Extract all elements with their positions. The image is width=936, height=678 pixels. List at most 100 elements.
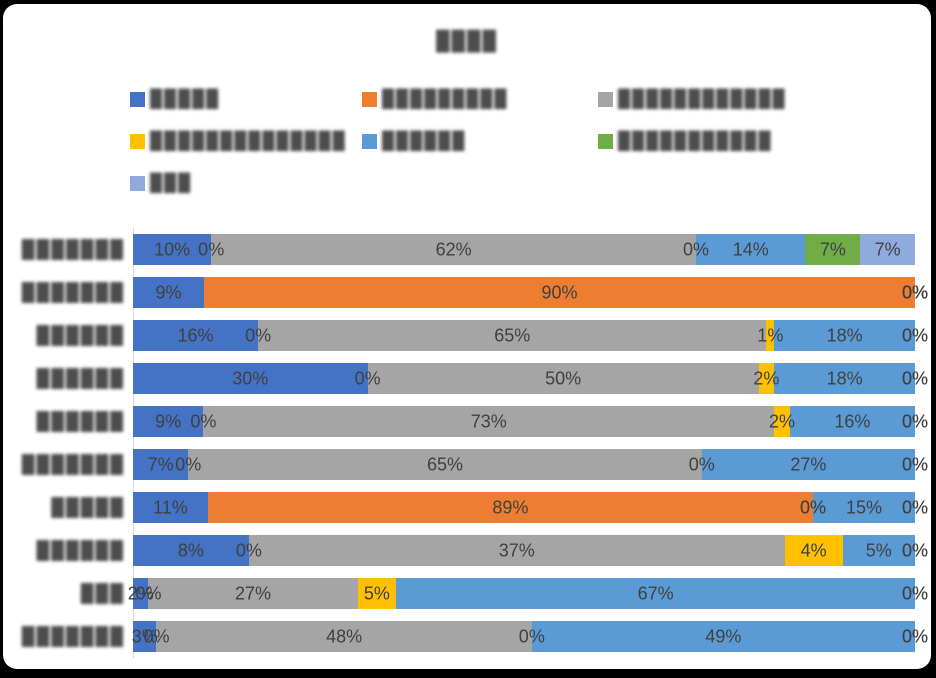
- bar-segment: 48%: [156, 621, 532, 652]
- bar-label: 16%: [177, 325, 214, 345]
- bar-label: 27%: [234, 583, 272, 603]
- stacked-bar: 7% 0% 65% 0% 27% 0% 0%: [133, 449, 928, 480]
- category-label: ███████: [21, 239, 125, 259]
- bar-label: 37%: [498, 540, 535, 560]
- bar-label: 0%: [235, 540, 262, 560]
- legend-swatch-icon: [130, 133, 145, 149]
- bar-label: 73%: [470, 411, 507, 431]
- bar-label: 0%: [901, 583, 928, 603]
- bar-label: 0%: [901, 282, 928, 302]
- bar-label: 0%: [901, 282, 928, 302]
- bar-label: 30%: [232, 368, 269, 388]
- bar-label: 0%: [901, 497, 928, 517]
- bar-segment: 62%: [211, 234, 697, 265]
- bar-label: 0%: [901, 583, 928, 603]
- bar-segment: 18%: [774, 363, 915, 394]
- chart-title: ████: [436, 31, 498, 52]
- bar-label: 0%: [901, 325, 928, 345]
- legend-swatch-icon: [362, 91, 377, 107]
- legend-label: ██████████████: [150, 131, 347, 150]
- bar-segment: 16%: [789, 406, 915, 437]
- bar-segment: 73%: [203, 406, 775, 437]
- bar-label: 0%: [901, 626, 928, 646]
- stacked-bar: 8% 0% 37% 4% 5% 0% 0%: [133, 535, 928, 566]
- bar-segment: 4%: [784, 535, 843, 566]
- bar-label: 0%: [683, 239, 710, 259]
- bar-label: 1%: [757, 325, 784, 345]
- bar-segment: 67%: [396, 578, 915, 609]
- category-label: ██████: [36, 411, 125, 431]
- bar-label: 0%: [901, 282, 928, 302]
- category-label: █████: [51, 497, 125, 517]
- bar-segment: 9%: [133, 406, 204, 437]
- bar-segment: 11%: [133, 492, 208, 523]
- legend-label: ██████: [382, 131, 467, 150]
- legend-item: ███: [130, 170, 362, 196]
- bar-segment: 7%: [805, 234, 861, 265]
- legend-item: ███████████: [598, 128, 931, 154]
- bar-label: 11%: [153, 497, 188, 517]
- legend-label: ███: [150, 173, 193, 192]
- bar-label: 0%: [799, 497, 826, 517]
- bar-label: 62%: [435, 239, 472, 259]
- bar-segment: 49%: [531, 621, 915, 652]
- legend-label: █████████: [382, 89, 509, 108]
- bar-segment: 65%: [188, 449, 702, 480]
- bar-segment: 50%: [367, 363, 759, 394]
- stacked-bar: 9% 0% 73% 2% 16% 0% 0%: [133, 406, 928, 437]
- bar-label: 0%: [143, 626, 170, 646]
- stacked-bar: 10% 0% 62% 0% 14% 7% 7%: [133, 234, 915, 265]
- bar-segment: 27%: [148, 578, 358, 609]
- bar-segment: 9%: [133, 277, 205, 308]
- bar-label: 0%: [901, 368, 928, 388]
- legend: █████ █████████ ████████████ ██████████████…: [130, 86, 931, 196]
- stacked-bar: 11% 89% 0% 0% 15% 0% 0%: [133, 492, 928, 523]
- bar-segment: 27%: [701, 449, 915, 480]
- legend-swatch-icon: [598, 133, 613, 149]
- bar-label: 0%: [901, 454, 928, 474]
- stacked-bar: 9% 90% 0% 0% 0% 0% 0%: [133, 277, 928, 308]
- bar-segment: 89%: [207, 492, 813, 523]
- category-label: ██████: [36, 325, 125, 345]
- bar-label: 0%: [901, 411, 928, 431]
- bar-segment: 5%: [842, 535, 915, 566]
- bar-segment: 37%: [248, 535, 785, 566]
- stacked-bar: 16% 0% 65% 1% 18% 0% 0%: [133, 320, 928, 351]
- bar-label: 0%: [135, 583, 162, 603]
- bar-label: 0%: [901, 454, 928, 474]
- category-label: ███████: [21, 282, 125, 302]
- bar-segment: 16%: [133, 320, 259, 351]
- bar-segment: 10%: [133, 234, 212, 265]
- bar-label: 5%: [363, 583, 390, 603]
- category-label: ███: [80, 583, 125, 603]
- legend-label: ███████████: [618, 131, 773, 150]
- legend-label: ████████████: [618, 89, 787, 108]
- bar-label: 3%: [131, 626, 158, 646]
- stacked-bar: 2% 0% 27% 5% 67% 0% 0%: [128, 578, 928, 609]
- legend-item: ██████████████: [130, 128, 362, 154]
- bar-segment: 3%: [131, 621, 158, 652]
- category-label: ███████: [21, 626, 125, 646]
- bar-segment: 5%: [357, 578, 397, 609]
- bar-label: 0%: [518, 626, 545, 646]
- category-label: ██████: [36, 540, 125, 560]
- bar-label: 0%: [198, 239, 225, 259]
- bar-segment: 7%: [133, 449, 189, 480]
- bar-label: 0%: [688, 454, 715, 474]
- bar-label: 49%: [705, 626, 742, 646]
- bar-label: 4%: [800, 540, 827, 560]
- chart-row: ███████ 10% 0% 62% 0% 14% 7% 7%: [3, 228, 931, 271]
- bar-label: 0%: [901, 540, 928, 560]
- bar-label: 2%: [769, 411, 796, 431]
- bar-label: 7%: [147, 454, 174, 474]
- bar-label: 2%: [127, 583, 154, 603]
- bar-label: 9%: [155, 282, 182, 302]
- bar-label: 0%: [245, 325, 272, 345]
- bar-label: 0%: [901, 411, 928, 431]
- bar-segment: 8%: [133, 535, 249, 566]
- bar-label: 9%: [155, 411, 182, 431]
- category-label: ██████: [36, 368, 125, 388]
- bar-label: 7%: [874, 239, 901, 259]
- legend-item: █████████: [362, 86, 598, 112]
- chart-row: ██████ 30% 0% 50% 2% 18% 0% 0%: [3, 357, 931, 400]
